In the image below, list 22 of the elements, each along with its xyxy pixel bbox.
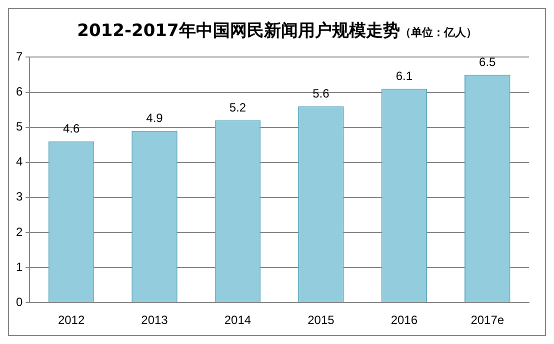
data-label: 6.1	[396, 69, 413, 84]
y-tick-label: 6	[16, 84, 23, 99]
data-label: 5.6	[312, 86, 330, 101]
data-label: 4.6	[62, 122, 80, 136]
x-tick-label: 2013	[141, 313, 168, 328]
x-tick-label: 2014	[224, 313, 252, 328]
data-label: 5.2	[229, 100, 246, 115]
x-tick-label: 2015	[308, 313, 335, 328]
y-tick-label: 1	[16, 260, 23, 274]
y-tick-label: 0	[16, 294, 23, 309]
y-tick-label: 4	[16, 154, 23, 169]
x-tick-label: 2016	[390, 313, 418, 328]
y-tick-label: 2	[16, 224, 23, 239]
x-tick-label: 2012	[58, 313, 85, 328]
y-tick-label: 7	[16, 50, 23, 64]
data-label: 6.5	[479, 55, 496, 70]
y-tick-label: 3	[16, 190, 23, 204]
data-label: 4.9	[146, 111, 164, 126]
y-tick-label: 5	[16, 120, 23, 134]
x-tick-label: 2017e	[470, 313, 504, 328]
chart-title: 2012-2017年中国网民新闻用户规模走势	[77, 21, 400, 41]
chart-subtitle: （单位：亿人）	[400, 26, 477, 39]
